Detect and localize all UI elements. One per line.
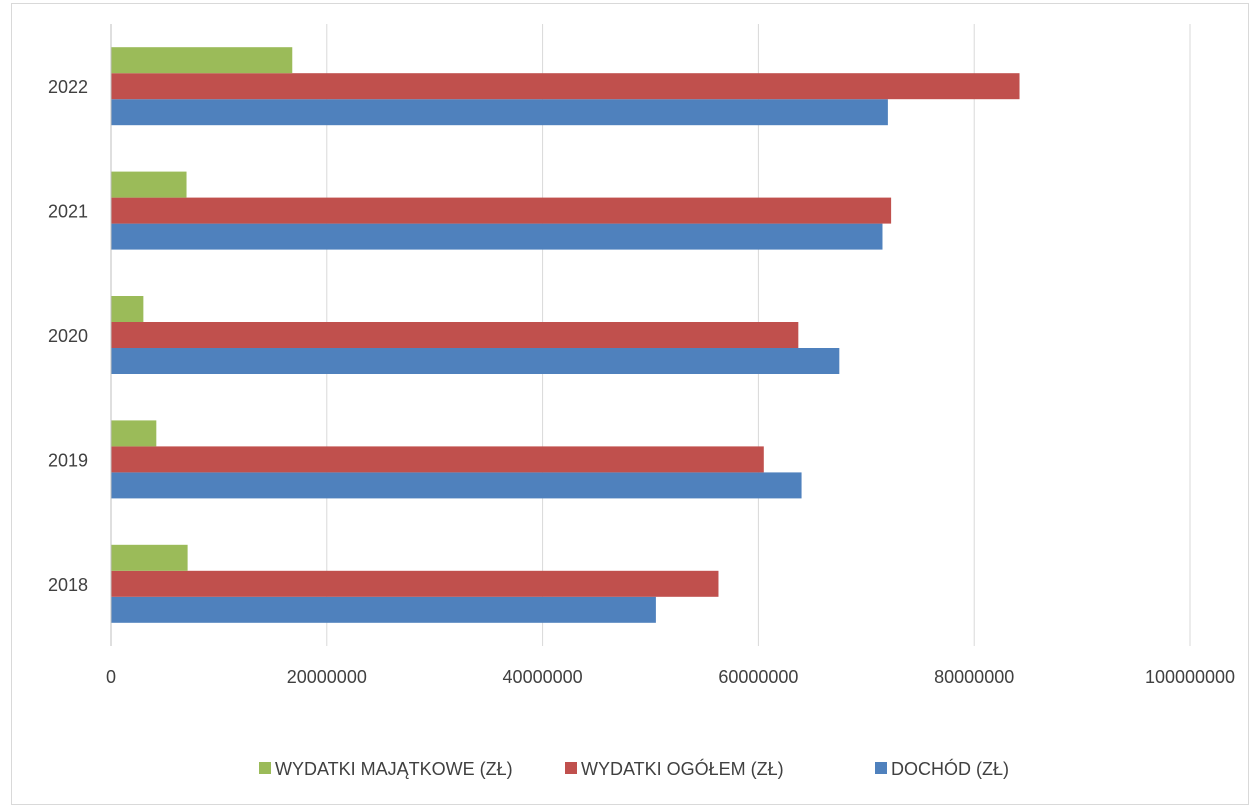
legend-label: WYDATKI MAJĄTKOWE (ZŁ) [275, 759, 513, 779]
bar [111, 322, 799, 348]
legend-label: WYDATKI OGÓŁEM (ZŁ) [581, 758, 784, 779]
chart-frame [11, 3, 1249, 805]
legend-item: DOCHÓD (ZŁ) [875, 758, 1009, 779]
category-label: 2021 [48, 202, 88, 222]
bar [111, 570, 719, 597]
bar [111, 223, 883, 250]
x-tick-label: 40000000 [503, 667, 583, 687]
bar [111, 472, 802, 499]
legend: WYDATKI MAJĄTKOWE (ZŁ) WYDATKI OGÓŁEM (ZŁ… [259, 758, 1009, 779]
bar [111, 446, 764, 473]
legend-swatch [875, 762, 887, 774]
legend-item: WYDATKI MAJĄTKOWE (ZŁ) [259, 759, 513, 779]
bars [111, 47, 1020, 623]
bar [111, 47, 293, 74]
x-tick-label: 80000000 [934, 667, 1014, 687]
bar [111, 348, 840, 374]
bar [111, 171, 187, 198]
bar [111, 197, 892, 224]
bar [111, 99, 888, 126]
category-label: 2022 [48, 77, 88, 97]
category-label: 2018 [48, 575, 88, 595]
axes: 0 20000000 40000000 60000000 80000000 1000000… [48, 24, 1235, 687]
bar [111, 596, 656, 623]
bar [111, 420, 157, 447]
x-tick-label: 0 [106, 667, 116, 687]
legend-label: DOCHÓD (ZŁ) [891, 758, 1009, 779]
bar [111, 296, 144, 322]
category-label: 2020 [48, 326, 88, 346]
bar [111, 73, 1020, 100]
legend-swatch [259, 762, 271, 774]
category-label: 2019 [48, 450, 88, 470]
bar [111, 544, 188, 571]
x-tick-label: 60000000 [718, 667, 798, 687]
legend-item: WYDATKI OGÓŁEM (ZŁ) [565, 758, 784, 779]
x-tick-label: 20000000 [287, 667, 367, 687]
legend-swatch [565, 762, 577, 774]
x-tick-label: 100000000 [1145, 667, 1235, 687]
